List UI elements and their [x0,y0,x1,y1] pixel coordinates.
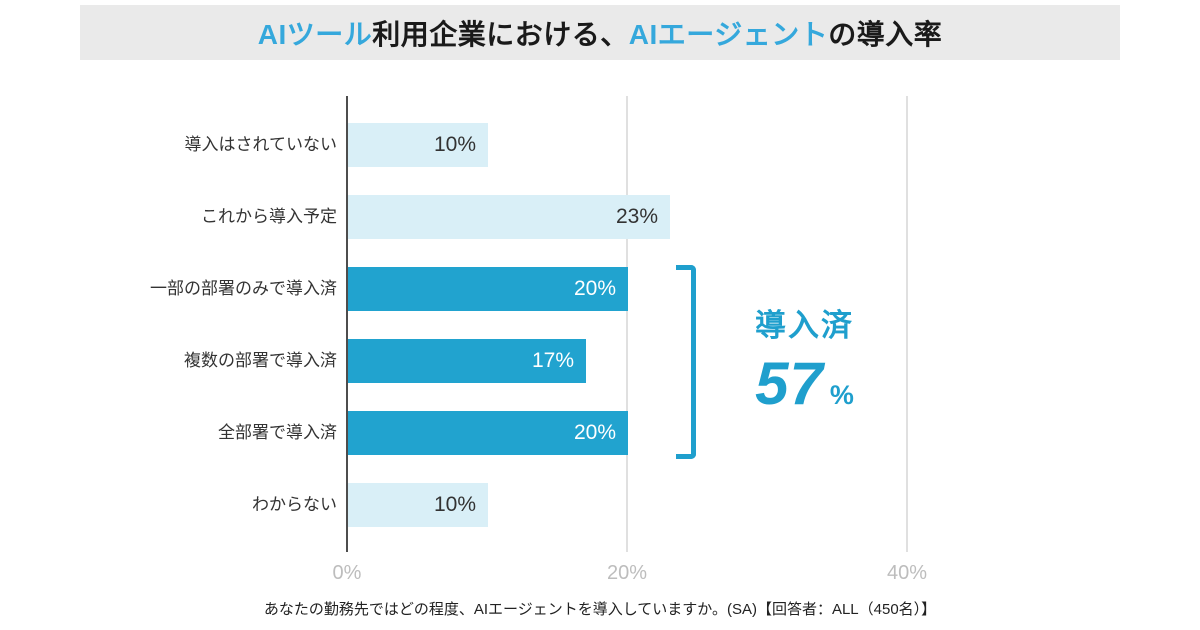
bar-value-label-4: 20% [573,421,616,444]
group-annotation: 導入済 57% [722,300,887,418]
group-annotation-number: 57 [755,350,824,417]
title-segment-2: AIエージェント [628,18,829,50]
survey-question-caption: あなたの勤務先ではどの程度、AIエージェントを導入していますか。(SA)【回答者… [263,601,937,618]
gridline-40% [906,96,908,552]
group-annotation-value: 57% [722,349,887,418]
category-label-4: 全部署で導入済 [218,423,337,442]
x-tick-label-40%: 40% [886,562,928,584]
group-annotation-label: 導入済 [755,308,854,343]
title-segment-0: AIツール [257,18,373,50]
title-segment-1: 利用企業における、 [372,18,629,50]
bar-value-label-5: 10% [433,493,476,516]
chart-title: AIツール利用企業における、AIエージェントの導入率 [258,13,943,53]
x-tick-label-0%: 0% [332,562,362,584]
bar-1: 23% [348,195,670,239]
group-annotation-unit: % [829,380,854,410]
category-label-0: 導入はされていない [184,135,338,154]
bar-0: 10% [348,123,488,167]
bar-4: 20% [348,411,628,455]
x-tick-label-20%: 20% [606,562,648,584]
title-segment-3: の導入率 [828,18,943,50]
bar-2: 20% [348,267,628,311]
category-label-3: 複数の部署で導入済 [184,351,337,370]
category-label-1: これから導入予定 [201,207,337,226]
gridline-20% [626,96,628,552]
category-label-2: 一部の部署のみで導入済 [150,279,337,298]
category-label-5: わからない [252,495,337,514]
bar-value-label-2: 20% [573,277,616,300]
group-bracket [676,265,696,459]
bar-value-label-1: 23% [615,205,658,228]
title-banner: AIツール利用企業における、AIエージェントの導入率 [80,5,1120,60]
bar-3: 17% [348,339,586,383]
bar-5: 10% [348,483,488,527]
bar-value-label-3: 17% [531,349,574,372]
y-axis-line [346,96,348,552]
bar-value-label-0: 10% [433,133,476,156]
